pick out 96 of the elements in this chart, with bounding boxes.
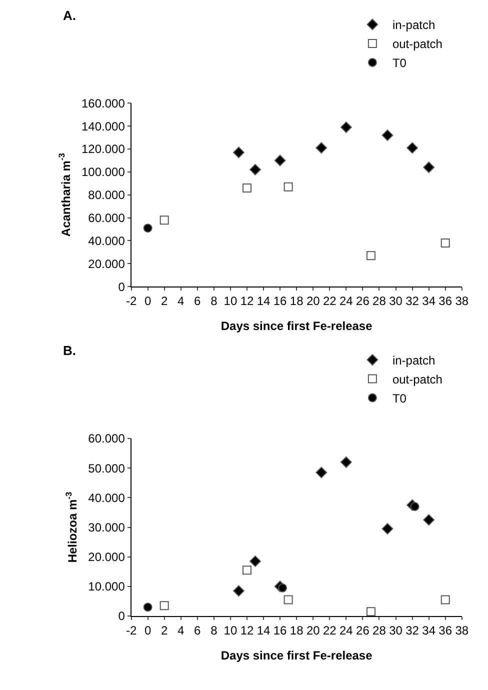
x-tick-label: 12 xyxy=(240,294,254,308)
point xyxy=(250,556,261,567)
point xyxy=(316,466,328,478)
x-tick-label: 8 xyxy=(210,623,218,638)
x-tick-label: 2 xyxy=(160,294,168,308)
point xyxy=(160,216,169,225)
legend-label: out-patch xyxy=(392,372,442,386)
x-tick-label: 0 xyxy=(144,623,152,638)
chart-title: B. xyxy=(63,343,76,358)
x-axis-title: Days since first Fe-release xyxy=(220,318,373,333)
point xyxy=(406,142,418,154)
x-tick-label: 26 xyxy=(356,294,370,308)
x-tick-label: 18 xyxy=(290,294,304,308)
x-tick-label: 24 xyxy=(339,623,354,638)
point xyxy=(340,456,352,468)
point xyxy=(382,523,394,534)
point xyxy=(410,502,420,512)
legend-label: T0 xyxy=(392,56,407,70)
x-tick-label: 4 xyxy=(178,623,185,638)
point xyxy=(242,566,252,575)
x-tick-label: 26 xyxy=(356,623,370,638)
point xyxy=(440,595,450,604)
x-tick-label: 4 xyxy=(178,294,185,308)
x-tick-label: 36 xyxy=(438,623,452,638)
legend-label: in-patch xyxy=(392,18,436,32)
y-tick-label: 40.000 xyxy=(88,490,126,505)
y-tick-label: 50.000 xyxy=(88,461,126,476)
x-tick-label: 22 xyxy=(322,294,337,308)
x-tick-label: 14 xyxy=(256,294,271,308)
point xyxy=(233,146,244,158)
x-tick-label: 32 xyxy=(406,623,420,638)
y-tick-label: 60.000 xyxy=(88,432,126,446)
point xyxy=(284,182,293,192)
x-tick-label: 20 xyxy=(306,294,320,308)
x-tick-label: 24 xyxy=(339,294,354,308)
y-tick-label: 100.000 xyxy=(81,165,126,180)
x-tick-label: 18 xyxy=(290,623,304,638)
x-tick-label: 10 xyxy=(224,623,238,638)
point xyxy=(284,595,293,604)
y-tick-label: 10.000 xyxy=(88,580,126,594)
x-tick-label: 20 xyxy=(306,623,320,638)
point xyxy=(278,583,288,592)
x-tick-label: 34 xyxy=(422,294,436,308)
point xyxy=(233,585,244,597)
x-axis-title: Days since first Fe-release xyxy=(220,648,373,662)
x-tick-label: 38 xyxy=(455,294,469,308)
x-tick-label: -2 xyxy=(126,294,137,308)
legend-label: in-patch xyxy=(392,353,436,368)
point xyxy=(160,601,169,610)
x-tick-label: 16 xyxy=(273,294,288,308)
x-tick-label: 0 xyxy=(144,294,152,308)
y-tick-label: 140.000 xyxy=(81,119,126,134)
point xyxy=(366,251,376,260)
x-tick-label: 28 xyxy=(372,294,386,308)
y-tick-label: 160.000 xyxy=(81,96,126,110)
y-tick-label: 120.000 xyxy=(81,142,126,156)
point xyxy=(340,122,352,133)
legend-label: out-patch xyxy=(392,37,442,52)
x-tick-label: 30 xyxy=(389,294,403,308)
x-tick-label: 6 xyxy=(194,623,202,638)
x-tick-label: 16 xyxy=(273,623,288,638)
y-tick-label: 20.000 xyxy=(88,550,126,564)
y-tick-label: 80.000 xyxy=(88,188,126,202)
x-tick-label: -2 xyxy=(126,623,137,638)
x-tick-label: 38 xyxy=(455,623,469,638)
y-tick-label: 0 xyxy=(118,280,126,294)
legend-label: T0 xyxy=(392,391,407,406)
point xyxy=(242,183,252,192)
point xyxy=(366,607,376,616)
point xyxy=(440,238,450,248)
x-tick-label: 36 xyxy=(438,294,452,308)
point xyxy=(143,224,152,233)
point xyxy=(316,142,328,154)
point xyxy=(423,514,435,526)
x-tick-label: 8 xyxy=(210,294,218,308)
y-tick-label: 30.000 xyxy=(88,520,126,534)
x-tick-label: 28 xyxy=(372,623,386,638)
point xyxy=(143,602,152,612)
x-tick-label: 14 xyxy=(256,623,271,638)
y-tick-label: 20.000 xyxy=(88,256,126,271)
chart-title: A. xyxy=(63,8,76,23)
x-tick-label: 2 xyxy=(160,623,168,638)
x-tick-label: 12 xyxy=(240,623,254,638)
y-tick-label: 60.000 xyxy=(88,210,126,225)
x-tick-label: 10 xyxy=(224,294,238,308)
x-tick-label: 32 xyxy=(406,294,420,308)
point xyxy=(382,130,394,141)
x-tick-label: 34 xyxy=(422,623,436,638)
x-tick-label: 22 xyxy=(322,623,337,638)
x-tick-label: 30 xyxy=(389,623,403,638)
y-tick-label: 0 xyxy=(118,609,126,624)
point xyxy=(423,162,435,174)
y-tick-label: 40.000 xyxy=(88,234,126,248)
x-tick-label: 6 xyxy=(194,294,202,308)
point xyxy=(250,164,261,176)
point xyxy=(274,154,286,166)
